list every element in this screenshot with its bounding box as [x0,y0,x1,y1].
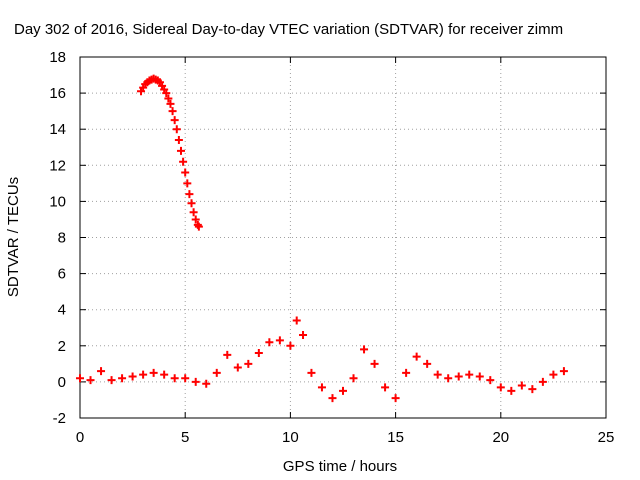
series-low-band [76,316,568,403]
x-tick-label: 10 [282,429,299,446]
data-point [107,376,116,385]
data-point [166,99,175,108]
data-point [244,359,253,368]
data-point [139,370,148,379]
tick-labels: 0 5 10 15 20 25 -2 0 2 4 6 8 10 12 14 16 18 [49,49,614,446]
y-tick-label: 18 [49,49,66,66]
data-point [402,368,411,377]
x-tick-label: 15 [387,429,404,446]
data-point [170,116,179,125]
data-point [507,386,516,395]
data-point [76,374,84,383]
y-tick-label: 0 [58,374,66,391]
chart-title: Day 302 of 2016, Sidereal Day-to-day VTE… [14,21,563,38]
y-tick-label: 6 [58,266,66,283]
data-point [160,370,169,379]
series-high-arc [137,74,203,231]
data-point [118,374,127,383]
data-point [181,168,190,177]
data-point [465,370,474,379]
y-tick-label: 10 [49,193,66,210]
data-point [370,359,379,368]
data-point [176,146,185,155]
data-point [179,157,188,166]
plot-frame [79,56,607,419]
data-point [328,394,337,403]
data-point [486,376,495,385]
y-axis-label: SDTVAR / TECUs [5,177,22,297]
data-point [170,374,179,383]
x-tick-label: 5 [181,429,189,446]
data-point [339,386,347,395]
data-point [86,376,95,385]
data-point [517,381,526,390]
y-tick-label: 8 [58,230,66,247]
data-point [559,367,568,376]
axis-ticks [79,56,607,419]
data-point [496,383,505,392]
data-point [454,372,463,381]
data-point [538,377,547,386]
data-point [174,136,183,145]
data-points [76,74,568,403]
data-point [549,370,558,379]
x-tick-label: 20 [492,429,509,446]
data-point [187,199,196,208]
data-point [194,222,203,231]
data-point [128,372,137,381]
data-point [275,336,284,345]
data-point [349,374,358,383]
data-point [233,363,242,372]
grid-lines [80,57,606,418]
data-point [423,359,432,368]
y-tick-label: 4 [58,302,66,319]
data-point [475,372,484,381]
x-axis-label: GPS time / hours [283,458,397,475]
x-tick-label: 0 [76,429,84,446]
y-tick-label: -2 [53,410,66,427]
data-point [299,330,308,339]
data-point [286,341,295,350]
data-point [164,94,173,103]
data-point [360,345,369,354]
data-point [265,338,274,347]
data-point [189,208,198,217]
data-point [391,394,400,403]
data-point [97,367,106,376]
data-point [317,383,326,392]
data-point [162,89,171,98]
data-point [212,368,221,377]
data-point [202,379,211,388]
y-tick-label: 2 [58,338,66,355]
data-point [444,374,453,383]
y-tick-label: 12 [49,157,66,174]
data-point [149,368,158,377]
data-point [223,350,232,359]
data-point [181,374,190,383]
data-point [292,316,301,325]
y-tick-label: 16 [49,85,66,102]
data-point [307,368,316,377]
data-point [185,190,194,199]
data-point [381,383,390,392]
data-point [254,349,263,358]
data-point [412,352,421,361]
data-point [191,215,200,224]
data-point [528,385,537,394]
data-point [183,179,192,188]
y-tick-label: 14 [49,121,66,138]
data-point [172,125,181,134]
data-point [191,377,200,386]
data-point [168,107,177,116]
data-point [433,370,442,379]
x-tick-label: 25 [598,429,615,446]
